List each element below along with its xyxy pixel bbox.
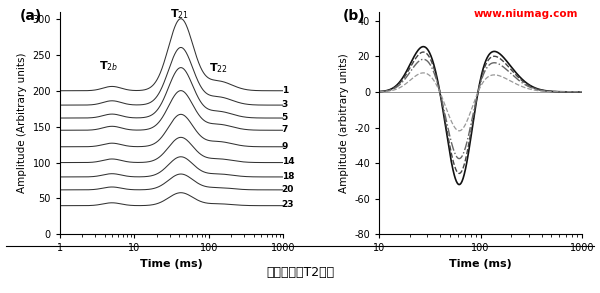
- X-axis label: Time (ms): Time (ms): [140, 259, 203, 269]
- Text: 18: 18: [281, 172, 294, 181]
- Y-axis label: Amplitude (arbitrary units): Amplitude (arbitrary units): [338, 53, 349, 193]
- Text: www.niumag.com: www.niumag.com: [473, 9, 578, 20]
- Text: 14: 14: [281, 157, 294, 166]
- Text: T$_{2b}$: T$_{2b}$: [99, 59, 118, 73]
- Text: T$_{21}$: T$_{21}$: [170, 7, 188, 21]
- X-axis label: Time (ms): Time (ms): [449, 259, 512, 269]
- Text: (b): (b): [343, 9, 365, 23]
- Text: 9: 9: [281, 142, 288, 151]
- Text: 23: 23: [281, 200, 294, 209]
- Text: 7: 7: [281, 125, 288, 134]
- Text: 20: 20: [281, 185, 294, 194]
- Text: 1: 1: [281, 86, 288, 95]
- Text: T$_{22}$: T$_{22}$: [209, 61, 228, 75]
- Text: 5: 5: [281, 113, 288, 122]
- Text: 3: 3: [281, 100, 288, 109]
- Text: 鱳鱼货架期T2图谱: 鱳鱼货架期T2图谱: [266, 266, 334, 279]
- Y-axis label: Amplitude (Arbitrary units): Amplitude (Arbitrary units): [17, 53, 27, 193]
- Text: (a): (a): [20, 9, 42, 23]
